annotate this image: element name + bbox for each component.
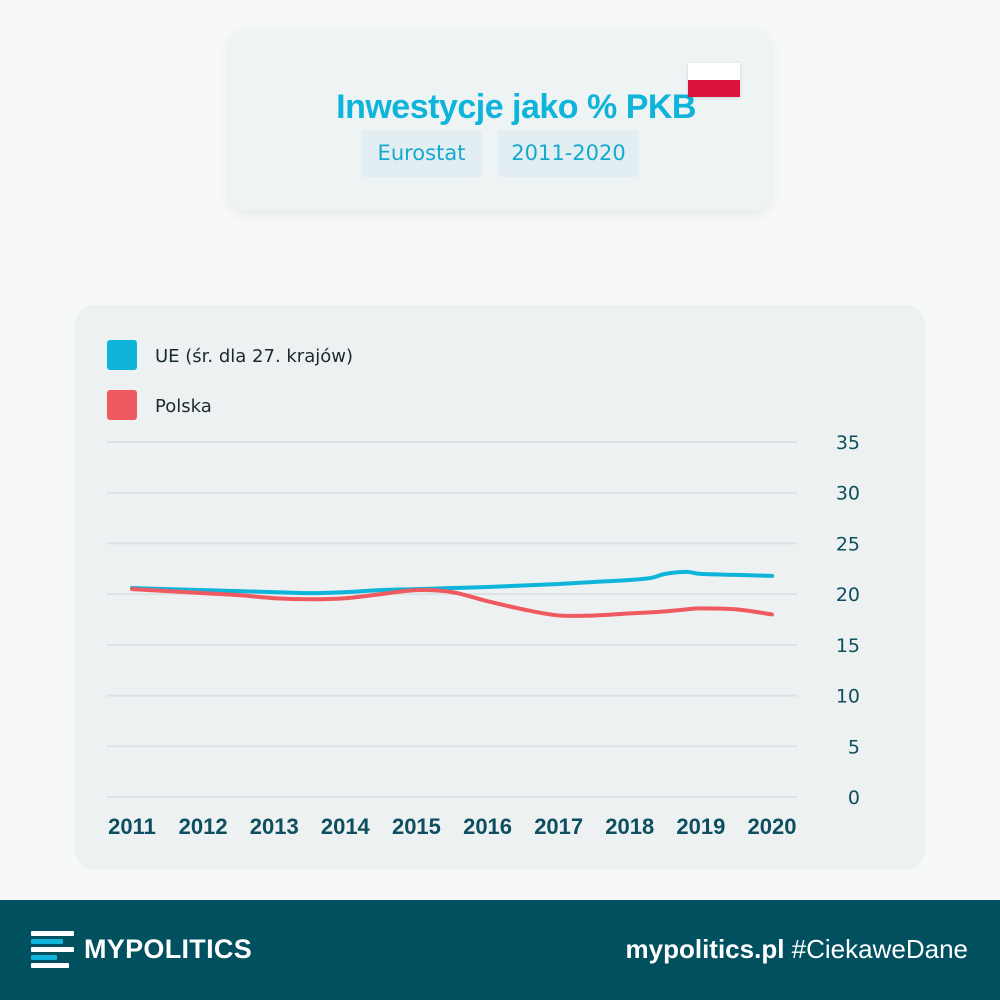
header-card: Inwestycje jako % PKB Eurostat 2011-2020 [230,30,770,210]
legend-label-1: Polska [155,396,212,417]
series-line-1 [130,587,774,618]
x-tick-label: 2018 [605,814,654,839]
x-tick-label: 2014 [321,814,371,839]
chart-card: UE (śr. dla 27. krajów) Polska 0 5 10 15 20 25 3… [75,305,925,870]
x-tick-label: 2016 [463,814,512,839]
chart-title: Inwestycje jako % PKB [336,88,696,126]
footer-credit: mypolitics.pl #CiekaweDane [626,934,968,965]
legend-swatch-1 [107,390,137,420]
x-tick-label: 2020 [748,814,797,839]
x-tick-label: 2012 [179,814,228,839]
y-tick-label: 25 [836,533,860,555]
legend-swatch-0 [107,340,137,370]
footer: MYPOLITICS mypolitics.pl #CiekaweDane [0,900,1000,1000]
y-tick-label: 20 [836,584,860,606]
poland-flag-icon [688,63,740,97]
hashtag: #CiekaweDane [791,934,968,964]
y-tick-label: 15 [836,635,860,657]
site-url[interactable]: mypolitics.pl [625,934,785,964]
x-tick-label: 2015 [392,814,441,839]
y-tick-label: 30 [836,483,860,505]
source-tag: Eurostat [361,130,482,177]
line-chart: UE (śr. dla 27. krajów) Polska 0 5 10 15 20 25 3… [107,340,860,839]
y-tick-label: 35 [836,432,860,454]
mypolitics-logo-icon [31,931,74,969]
y-tick-label: 5 [848,736,860,758]
x-tick-label: 2013 [250,814,299,839]
brand-name: MYPOLITICS [84,934,253,964]
date-range-tag: 2011-2020 [498,130,639,177]
x-tick-label: 2019 [676,814,725,839]
x-tick-label: 2011 [108,814,156,839]
y-tick-label: 0 [848,787,860,809]
legend-label-0: UE (śr. dla 27. krajów) [155,346,353,367]
y-tick-label: 10 [836,686,860,708]
series-line-0 [130,569,774,596]
x-tick-label: 2017 [534,814,583,839]
